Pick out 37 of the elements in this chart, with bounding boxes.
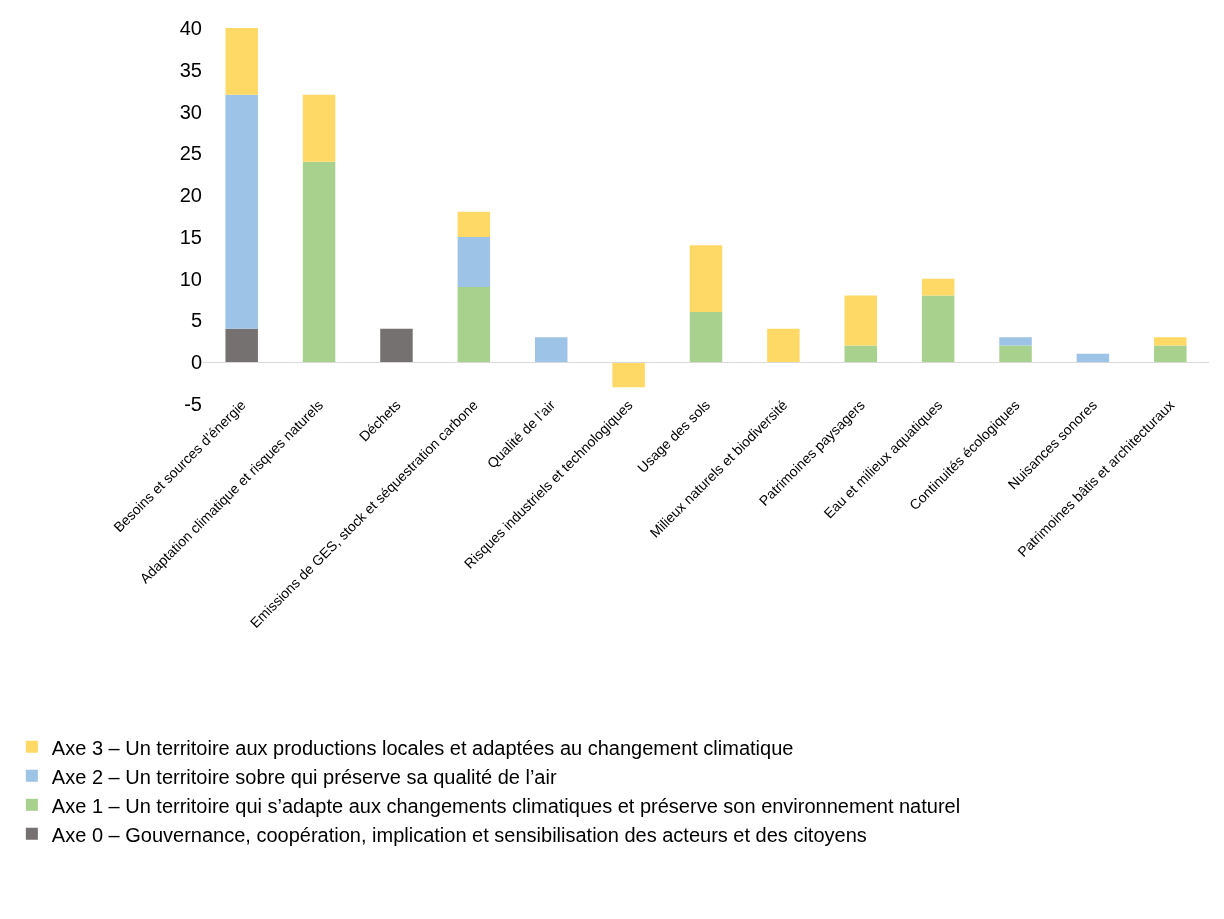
bar (612, 362, 645, 388)
bar (457, 236, 491, 288)
legend-label: Axe 0 – Gouvernance, coopération, implication et sensibilisation des acteurs et des citoyens (51, 823, 867, 846)
y-tick-label: 10 (179, 267, 202, 290)
legend-label: Axe 1 – Un territoire qui s’adapte aux changements climatiques et préserve son environnement naturel (51, 794, 961, 817)
bar (225, 94, 258, 329)
bar (921, 278, 955, 296)
y-tick-label: 15 (179, 225, 202, 248)
bar (457, 211, 491, 237)
bar (844, 345, 878, 363)
bar (302, 94, 336, 162)
y-tick-label: 25 (179, 142, 202, 165)
bar (225, 28, 258, 95)
legend-label: Axe 2 – Un territoire sobre qui préserve sa qualité de l’air (51, 765, 557, 788)
y-tick-label: -5 (184, 393, 202, 415)
bar (1154, 337, 1187, 346)
bar (921, 295, 955, 363)
y-tick-label: 30 (179, 100, 202, 123)
bar (302, 161, 336, 363)
bar (1154, 345, 1187, 363)
bar (534, 337, 568, 363)
bar (689, 245, 723, 313)
bar (689, 312, 723, 363)
bar (999, 337, 1032, 346)
bar (225, 328, 258, 363)
bar (1076, 353, 1110, 363)
bar (999, 345, 1032, 363)
bar (767, 328, 800, 363)
y-tick-label: 5 (190, 309, 202, 332)
y-tick-label: 35 (179, 58, 202, 81)
bar (844, 295, 878, 346)
bar (457, 287, 491, 363)
bar (380, 328, 413, 363)
y-tick-label: 40 (179, 17, 202, 39)
y-tick-label: 0 (190, 351, 202, 374)
legend-label: Axe 3 – Un territoire aux productions locales et adaptées au changement climatique (51, 736, 794, 759)
y-tick-label: 20 (179, 184, 202, 207)
